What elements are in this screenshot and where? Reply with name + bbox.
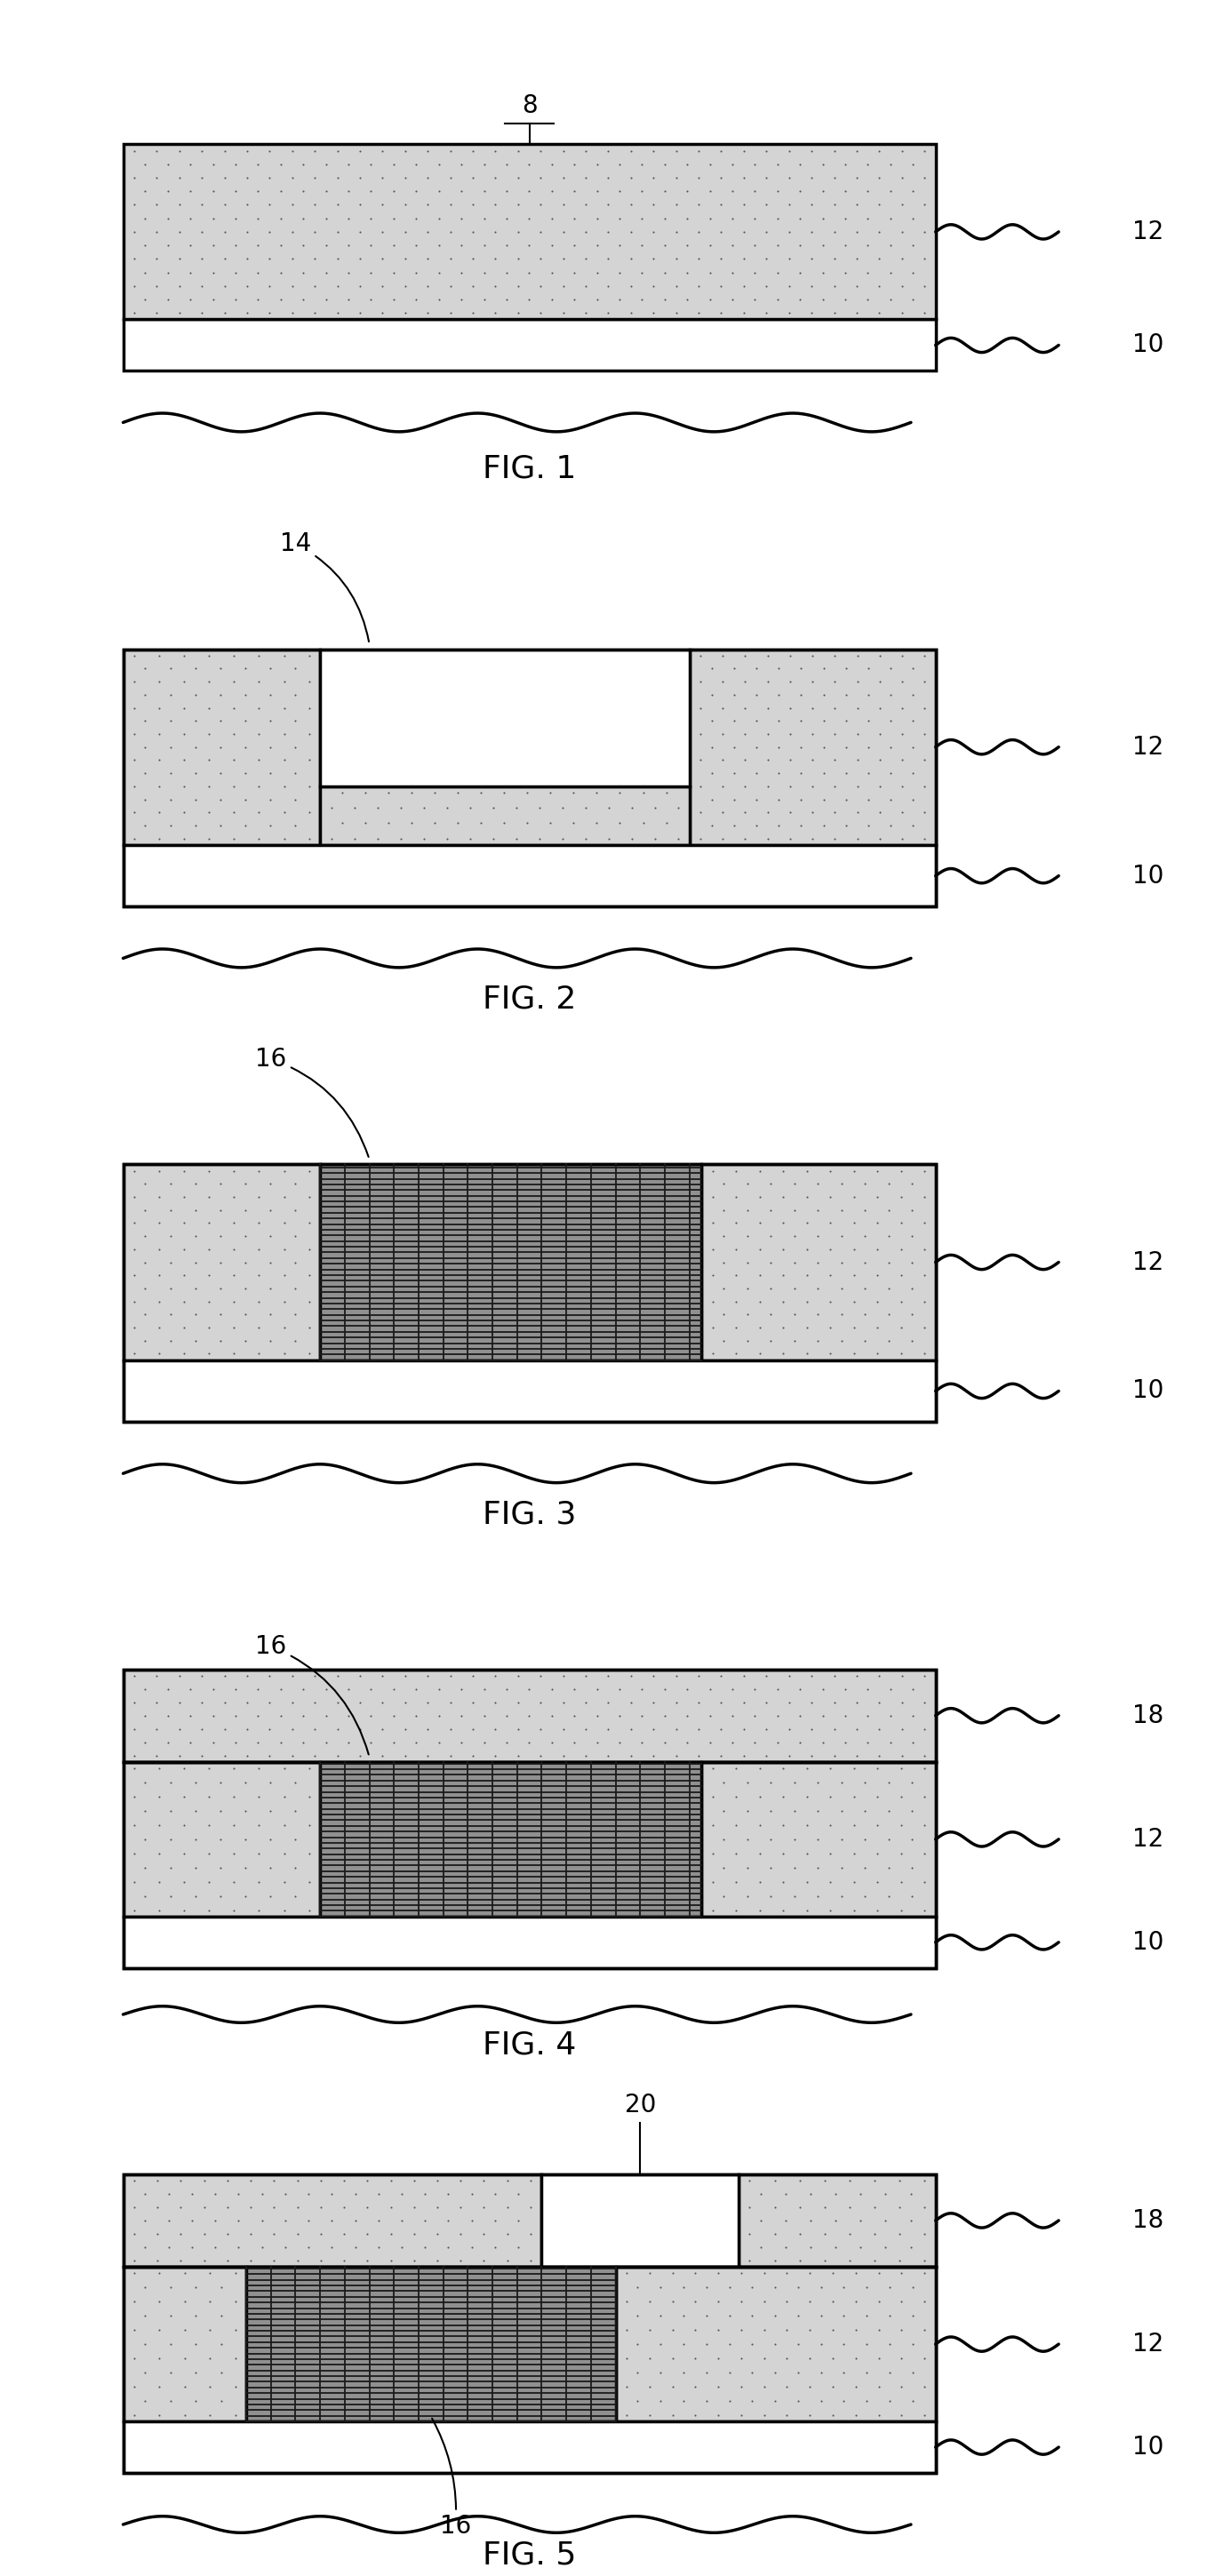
Text: 12: 12: [1133, 734, 1163, 760]
Text: FIG. 4: FIG. 4: [483, 2030, 576, 2061]
Text: 10: 10: [1133, 2434, 1165, 2460]
Text: 8: 8: [522, 93, 537, 118]
Bar: [123, 2174, 936, 2267]
Bar: [320, 1762, 702, 1917]
Bar: [123, 1762, 320, 1917]
Bar: [739, 2174, 936, 2267]
Bar: [123, 649, 936, 907]
Text: 10: 10: [1133, 332, 1165, 358]
Bar: [123, 1669, 936, 1762]
Bar: [123, 144, 936, 319]
Bar: [123, 1360, 936, 1422]
Text: 12: 12: [1133, 2331, 1163, 2357]
Bar: [702, 1762, 936, 1917]
Bar: [246, 2267, 616, 2421]
Text: 14: 14: [279, 531, 369, 641]
Bar: [123, 1917, 936, 1968]
Text: FIG. 5: FIG. 5: [483, 2540, 576, 2571]
Text: 18: 18: [1133, 1703, 1163, 1728]
Text: 16: 16: [255, 1046, 368, 1157]
Text: FIG. 1: FIG. 1: [483, 453, 576, 484]
Bar: [123, 2421, 936, 2473]
Bar: [123, 1762, 936, 1968]
Bar: [123, 2267, 246, 2421]
Bar: [123, 1669, 936, 1762]
Bar: [542, 2174, 739, 2267]
Text: 12: 12: [1133, 1249, 1163, 1275]
Text: FIG. 3: FIG. 3: [483, 1499, 576, 1530]
Bar: [616, 2267, 936, 2421]
Bar: [702, 1164, 936, 1360]
Bar: [123, 649, 320, 845]
Text: 20: 20: [624, 2092, 656, 2117]
Text: 12: 12: [1133, 219, 1163, 245]
Bar: [689, 649, 936, 845]
Bar: [320, 786, 689, 845]
Bar: [123, 1164, 936, 1422]
Text: 16: 16: [255, 1633, 368, 1754]
Bar: [123, 845, 936, 907]
Text: 10: 10: [1133, 1378, 1165, 1404]
Bar: [320, 649, 689, 786]
Bar: [123, 319, 936, 371]
Text: 12: 12: [1133, 1826, 1163, 1852]
Bar: [320, 1164, 702, 1360]
Bar: [123, 1164, 320, 1360]
Bar: [123, 2267, 936, 2473]
Text: 18: 18: [1133, 2208, 1163, 2233]
Text: 10: 10: [1133, 1929, 1165, 1955]
Text: FIG. 2: FIG. 2: [483, 984, 576, 1015]
Text: 10: 10: [1133, 863, 1165, 889]
Bar: [123, 2174, 542, 2267]
Text: 16: 16: [432, 2419, 471, 2540]
